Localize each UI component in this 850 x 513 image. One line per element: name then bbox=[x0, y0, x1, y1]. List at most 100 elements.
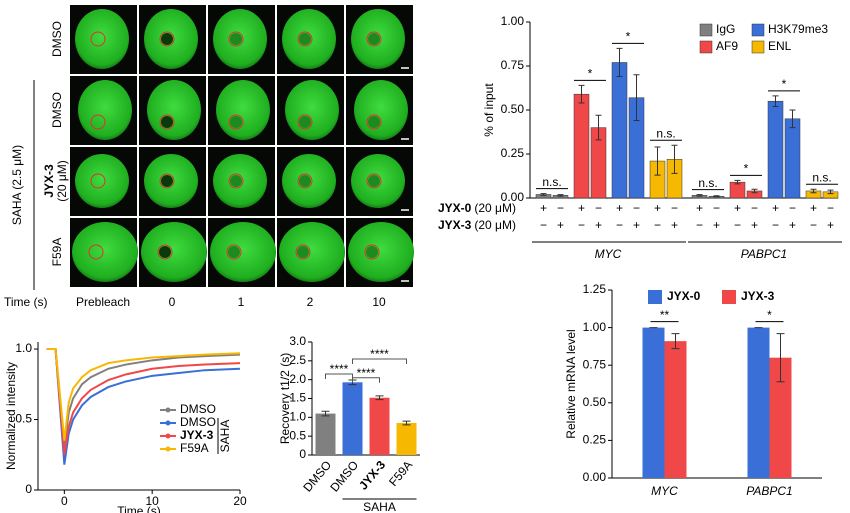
error-bar bbox=[616, 47, 623, 78]
bar bbox=[611, 62, 628, 199]
legend-label: JYX-3 bbox=[741, 289, 775, 303]
bleach-spot bbox=[299, 175, 311, 187]
series-line bbox=[46, 348, 241, 465]
bleach-roi bbox=[159, 31, 175, 47]
legend-swatch bbox=[699, 40, 713, 54]
group-label: SAHA (2.5 μM) bbox=[10, 145, 24, 225]
treatment-mark: − bbox=[578, 218, 585, 232]
treatment-mark: − bbox=[633, 201, 640, 215]
legend-label: IgG bbox=[716, 22, 735, 36]
bleach-spot bbox=[366, 246, 378, 258]
error-bar bbox=[540, 193, 547, 196]
cell-nucleus bbox=[72, 222, 138, 282]
significance-bracket bbox=[352, 358, 407, 364]
cell-nucleus bbox=[75, 9, 129, 69]
time-point: 1 bbox=[238, 295, 245, 309]
bleach-spot bbox=[230, 175, 242, 187]
bleach-roi bbox=[364, 244, 380, 260]
bar bbox=[573, 93, 590, 199]
error-bar bbox=[321, 410, 330, 417]
y-tick-label: 1.00 bbox=[501, 14, 525, 28]
treatment-mark: − bbox=[557, 201, 564, 215]
row-label: JYX-3 bbox=[42, 164, 56, 198]
bleach-roi bbox=[157, 244, 173, 260]
bleach-roi bbox=[90, 173, 106, 189]
cell-nucleus bbox=[279, 222, 345, 282]
time-point: 0 bbox=[169, 295, 176, 309]
bleach-roi bbox=[88, 244, 104, 260]
treatment-mark: + bbox=[713, 218, 720, 232]
bleach-spot bbox=[299, 116, 311, 128]
x-tick-label: DMSO bbox=[327, 458, 361, 495]
bleach-roi bbox=[297, 114, 313, 130]
bar bbox=[396, 422, 417, 455]
treatment-mark: − bbox=[734, 218, 741, 232]
cell-nucleus bbox=[210, 222, 276, 282]
treatment-dose: (20 μM) bbox=[474, 218, 516, 232]
bleach-roi bbox=[297, 31, 313, 47]
treatment-mark: − bbox=[654, 218, 661, 232]
treatment-mark: + bbox=[578, 201, 585, 215]
bleach-spot bbox=[161, 33, 173, 45]
treatment-mark: + bbox=[557, 218, 564, 232]
x-tick-label: PABPC1 bbox=[746, 484, 792, 498]
bleach-spot bbox=[159, 246, 171, 258]
treatment-dose: (20 μM) bbox=[474, 201, 516, 215]
legend-label: DMSO bbox=[180, 402, 216, 416]
error-bar bbox=[578, 84, 585, 104]
y-tick-label: 1.00 bbox=[583, 320, 607, 334]
legend-swatch bbox=[722, 290, 736, 304]
legend-swatch bbox=[699, 23, 713, 37]
series-line bbox=[46, 348, 241, 441]
legend-label: F59A bbox=[180, 441, 209, 455]
bleach-spot bbox=[228, 246, 240, 258]
bleach-roi bbox=[366, 114, 382, 130]
time-point: 2 bbox=[307, 295, 314, 309]
y-tick-label: 0.25 bbox=[583, 433, 607, 447]
legend-label: ENL bbox=[768, 39, 792, 53]
legend-label: JYX-3 bbox=[180, 428, 214, 442]
treatment-mark: − bbox=[595, 201, 602, 215]
x-tick-label: DMSO bbox=[300, 458, 334, 495]
treatment-mark: + bbox=[633, 218, 640, 232]
treatment-mark: + bbox=[751, 218, 758, 232]
x-tick-label: 10 bbox=[145, 494, 159, 508]
cell-nucleus bbox=[147, 80, 201, 140]
bleach-roi bbox=[226, 244, 242, 260]
bleach-spot bbox=[230, 33, 242, 45]
error-bar bbox=[671, 144, 678, 174]
bleach-roi bbox=[90, 31, 106, 47]
significance-bracket bbox=[352, 377, 380, 383]
treatment-mark: + bbox=[654, 201, 661, 215]
cell-nucleus bbox=[75, 154, 129, 208]
cell-nucleus bbox=[78, 80, 132, 140]
treatment-mark: + bbox=[734, 201, 741, 215]
bar bbox=[369, 397, 390, 455]
legend-dot bbox=[165, 433, 171, 439]
bleach-roi bbox=[228, 114, 244, 130]
treatment-mark: − bbox=[713, 201, 720, 215]
legend-dot bbox=[165, 446, 171, 452]
y-tick-label: 1.25 bbox=[583, 282, 607, 296]
error-bar bbox=[595, 114, 602, 141]
y-tick-label: 0.25 bbox=[501, 146, 525, 160]
error-bar bbox=[375, 395, 384, 401]
y-axis-label: Normalized intensity bbox=[4, 362, 18, 470]
significance-label: * bbox=[744, 162, 749, 176]
y-axis-label: % of input bbox=[482, 83, 496, 137]
y-tick-label: 1.0 bbox=[289, 410, 306, 424]
cell-nucleus bbox=[141, 222, 207, 282]
legend-label: AF9 bbox=[716, 39, 738, 53]
error-bar bbox=[671, 333, 680, 350]
series-line bbox=[46, 348, 241, 455]
bar bbox=[664, 341, 687, 478]
cell-nucleus bbox=[285, 80, 339, 140]
significance-label: n.s. bbox=[656, 126, 675, 140]
error-bar bbox=[810, 188, 817, 194]
treatment-mark: − bbox=[751, 201, 758, 215]
bleach-roi bbox=[295, 244, 311, 260]
bleach-roi bbox=[228, 173, 244, 189]
error-bar bbox=[776, 333, 785, 383]
significance-label: **** bbox=[357, 366, 376, 380]
y-tick-label: 0.50 bbox=[583, 395, 607, 409]
